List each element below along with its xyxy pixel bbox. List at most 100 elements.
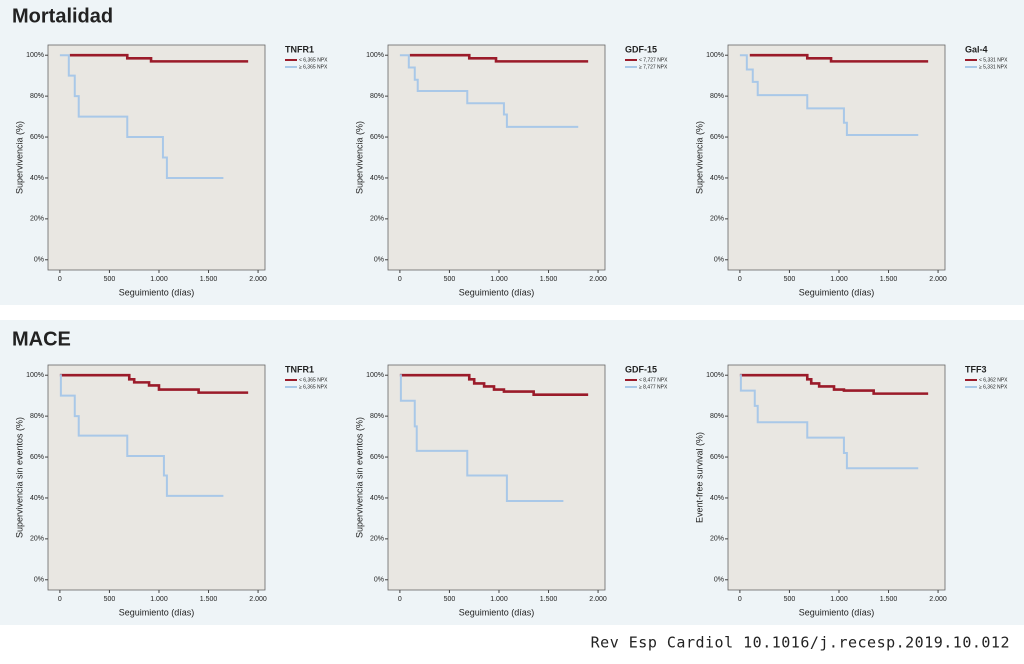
x-tick-label: 1.500 (880, 276, 898, 283)
y-tick-label: 0% (714, 577, 724, 584)
y-tick-label: 60% (370, 454, 384, 461)
x-tick-label: 1.500 (880, 596, 898, 603)
y-tick-label: 20% (30, 536, 44, 543)
survival-curve (59, 374, 224, 497)
x-tick-label: 500 (444, 596, 456, 603)
legend-title: GDF-15 (625, 44, 657, 54)
survival-curve (399, 374, 564, 503)
survival-curve (59, 54, 224, 179)
x-axis-label: Seguimiento (días) (799, 287, 875, 297)
y-tick-label: 20% (370, 216, 384, 223)
y-tick-label: 100% (706, 372, 724, 379)
survival-curve (739, 54, 919, 136)
plot-area (727, 44, 946, 271)
legend-title: TNFR1 (285, 364, 314, 374)
y-axis-label: Supervivencia sin eventos (%) (354, 417, 364, 538)
legend-label: ≥ 8,477 NPX (639, 384, 668, 390)
legend-label: < 5,331 NPX (979, 57, 1008, 63)
legend-label: < 6,362 NPX (979, 377, 1008, 383)
legend-title: GDF-15 (625, 364, 657, 374)
x-tick-label: 1.000 (490, 276, 508, 283)
x-tick-label: 0 (58, 276, 62, 283)
plot-area (47, 44, 266, 271)
legend-title: TNFR1 (285, 44, 314, 54)
legend-label: ≥ 7,727 NPX (639, 64, 668, 70)
x-tick-label: 0 (738, 596, 742, 603)
y-tick-label: 60% (30, 454, 44, 461)
x-axis-label: Seguimiento (días) (459, 607, 535, 617)
survival-curve (399, 373, 589, 396)
x-tick-label: 500 (784, 276, 796, 283)
y-tick-label: 0% (374, 577, 384, 584)
x-tick-label: 500 (104, 596, 116, 603)
survival-curve (749, 53, 929, 63)
legend-label: ≥ 6,365 NPX (299, 384, 328, 390)
x-tick-label: 1.000 (830, 276, 848, 283)
x-tick-label: 2.000 (249, 596, 267, 603)
plot-area (727, 364, 946, 591)
x-axis-label: Seguimiento (días) (119, 287, 195, 297)
y-tick-label: 80% (370, 413, 384, 420)
x-tick-label: 1.000 (490, 596, 508, 603)
legend-title: Gal-4 (965, 44, 988, 54)
x-axis-label: Seguimiento (días) (459, 287, 535, 297)
x-tick-label: 2.000 (249, 276, 267, 283)
y-tick-label: 80% (30, 93, 44, 100)
legend-label: ≥ 6,365 NPX (299, 64, 328, 70)
plot-area (387, 44, 606, 271)
y-axis-label: Supervivencia (%) (354, 121, 364, 194)
y-tick-label: 40% (710, 175, 724, 182)
legend-label: < 8,477 NPX (639, 377, 668, 383)
legend-label: < 6,365 NPX (299, 377, 328, 383)
y-tick-label: 80% (370, 93, 384, 100)
y-tick-label: 20% (710, 216, 724, 223)
y-axis-label: Supervivencia (%) (14, 121, 24, 194)
legend-label: ≥ 6,362 NPX (979, 384, 1008, 390)
section-title: Mortalidad (12, 5, 113, 27)
y-tick-label: 0% (34, 257, 44, 264)
y-tick-label: 100% (26, 52, 44, 59)
y-tick-label: 40% (30, 175, 44, 182)
x-tick-label: 1.000 (830, 596, 848, 603)
survival-curve (739, 373, 929, 395)
x-tick-label: 500 (104, 276, 116, 283)
y-tick-label: 40% (370, 175, 384, 182)
x-tick-label: 2.000 (589, 596, 607, 603)
y-tick-label: 60% (370, 134, 384, 141)
x-axis-label: Seguimiento (días) (119, 607, 195, 617)
plot-area (47, 364, 266, 591)
survival-curve (739, 374, 919, 470)
legend-label: < 7,727 NPX (639, 57, 668, 63)
y-tick-label: 100% (366, 372, 384, 379)
survival-curve (69, 53, 249, 63)
legend-title: TFF3 (965, 364, 987, 374)
y-tick-label: 0% (34, 577, 44, 584)
x-axis-label: Seguimiento (días) (799, 607, 875, 617)
y-tick-label: 20% (710, 536, 724, 543)
y-tick-label: 60% (710, 134, 724, 141)
x-tick-label: 1.000 (150, 596, 168, 603)
legend-label: ≥ 5,331 NPX (979, 64, 1008, 70)
section-title: MACE (12, 328, 71, 350)
x-tick-label: 0 (58, 596, 62, 603)
x-tick-label: 2.000 (589, 276, 607, 283)
x-tick-label: 1.500 (200, 276, 218, 283)
x-tick-label: 0 (398, 596, 402, 603)
x-tick-label: 2.000 (929, 596, 947, 603)
x-tick-label: 1.500 (540, 596, 558, 603)
x-tick-label: 1.000 (150, 276, 168, 283)
y-tick-label: 100% (706, 52, 724, 59)
legend-label: < 6,365 NPX (299, 57, 328, 63)
y-tick-label: 40% (710, 495, 724, 502)
y-tick-label: 80% (30, 413, 44, 420)
y-tick-label: 20% (30, 216, 44, 223)
y-axis-label: Supervivencia sin eventos (%) (14, 417, 24, 538)
y-axis-label: Event-free survival (%) (694, 432, 704, 523)
x-tick-label: 500 (444, 276, 456, 283)
survival-curve (409, 53, 589, 63)
y-tick-label: 100% (26, 372, 44, 379)
y-tick-label: 60% (710, 454, 724, 461)
survival-curve (399, 54, 579, 128)
y-axis-label: Supervivencia (%) (694, 121, 704, 194)
